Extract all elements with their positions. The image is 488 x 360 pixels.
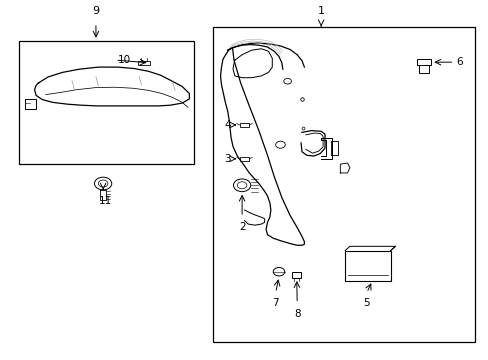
- Bar: [419, 66, 428, 73]
- Text: 7: 7: [272, 298, 278, 308]
- Bar: [416, 59, 430, 66]
- Bar: [239, 157, 249, 161]
- Text: 6: 6: [455, 57, 462, 67]
- Text: 10: 10: [117, 55, 130, 65]
- Text: 4: 4: [224, 120, 231, 130]
- Text: 5: 5: [363, 298, 369, 308]
- Bar: [345, 251, 390, 280]
- Text: 8: 8: [293, 309, 300, 319]
- Bar: [239, 123, 249, 127]
- Text: 9: 9: [92, 6, 99, 16]
- Bar: [25, 99, 36, 109]
- Text: 1: 1: [317, 6, 324, 16]
- Text: 3: 3: [224, 154, 231, 164]
- Bar: [213, 27, 473, 342]
- Bar: [292, 272, 301, 278]
- Text: 2: 2: [238, 222, 245, 232]
- Text: 11: 11: [99, 196, 112, 206]
- Bar: [19, 41, 194, 164]
- Bar: [138, 61, 149, 65]
